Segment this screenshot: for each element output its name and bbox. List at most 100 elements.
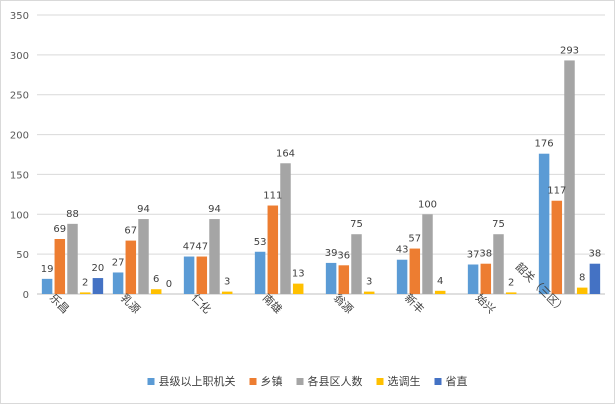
data-label: 53 (254, 237, 267, 248)
data-label: 69 (53, 224, 66, 235)
gridlines (37, 14, 605, 295)
data-label: 94 (208, 204, 221, 215)
legend-label: 省直 (446, 374, 468, 388)
bar (351, 234, 362, 294)
legend: 县级以上职机关 乡镇 各县区人数 选调生 省直 (147, 374, 468, 388)
bar (267, 205, 279, 294)
data-label: 176 (535, 139, 554, 150)
bar (79, 292, 91, 294)
legend-label: 各县区人数 (308, 374, 363, 388)
data-label: 38 (589, 249, 602, 260)
y-tick-label: 300 (10, 51, 29, 62)
legend-label: 县级以上职机关 (159, 374, 236, 388)
bar (434, 290, 446, 294)
bar (576, 287, 588, 294)
bar (150, 289, 162, 294)
bar (422, 214, 433, 294)
y-tick-label: 150 (10, 170, 29, 181)
legend-label: 乡镇 (261, 374, 283, 388)
data-label: 2 (508, 277, 514, 288)
data-label: 38 (479, 249, 492, 260)
bar (138, 219, 149, 294)
data-label: 293 (560, 45, 579, 56)
data-label: 0 (166, 279, 172, 290)
bar (41, 278, 53, 294)
y-tick-label: 200 (10, 131, 29, 142)
data-label: 43 (396, 245, 409, 256)
legend-item: 选调生 (376, 374, 421, 388)
bar (221, 291, 233, 294)
data-label: 75 (350, 219, 363, 230)
bar (254, 251, 266, 294)
bar (292, 283, 304, 294)
bar (196, 256, 208, 294)
data-label: 8 (579, 273, 585, 284)
data-label: 13 (292, 269, 305, 280)
data-label: 47 (195, 242, 208, 253)
data-label: 94 (137, 204, 150, 215)
category-label: 乐昌 (47, 291, 72, 316)
bar (92, 278, 104, 294)
bar (112, 272, 124, 294)
bar (396, 259, 408, 294)
data-label: 57 (408, 234, 421, 245)
data-label: 6 (153, 274, 159, 285)
bar (67, 223, 78, 294)
data-label: 27 (112, 257, 125, 268)
data-label: 3 (224, 277, 230, 288)
data-label: 111 (263, 191, 282, 202)
data-label: 3 (366, 277, 372, 288)
legend-swatch (147, 378, 155, 385)
y-tick-label: 0 (23, 290, 29, 301)
y-tick-label: 350 (10, 11, 29, 22)
legend-item: 省直 (434, 374, 468, 388)
bar (409, 248, 421, 294)
y-axis-ticks: 0 50 100 150 200 250 300 350 (10, 11, 29, 301)
data-label: 47 (183, 242, 196, 253)
bar (505, 292, 517, 294)
legend-item: 乡镇 (249, 374, 283, 388)
data-label: 67 (124, 226, 137, 237)
bar (183, 256, 195, 294)
bars (41, 60, 601, 295)
legend-label: 选调生 (388, 374, 421, 388)
bar (338, 265, 350, 294)
bar (325, 262, 337, 294)
data-label: 4 (437, 276, 443, 287)
bar (209, 219, 220, 294)
bar (280, 163, 291, 294)
data-label: 100 (418, 199, 437, 210)
legend-swatch (434, 378, 442, 385)
data-label: 20 (92, 263, 105, 274)
legend-item: 各县区人数 (296, 374, 363, 388)
bar (551, 200, 563, 294)
legend-swatch (249, 378, 257, 385)
bar (493, 234, 504, 294)
bar (480, 263, 492, 294)
y-tick-label: 100 (10, 210, 29, 221)
data-label: 2 (82, 277, 88, 288)
bar (54, 238, 66, 294)
bar (125, 240, 137, 294)
data-label: 37 (467, 250, 480, 261)
bar (589, 263, 601, 294)
legend-swatch (296, 378, 304, 385)
legend-swatch (376, 378, 384, 385)
bar (467, 264, 479, 294)
data-label: 117 (547, 186, 566, 197)
bar (538, 153, 550, 294)
data-label: 39 (325, 248, 338, 259)
data-label: 75 (492, 219, 505, 230)
data-label: 36 (337, 250, 350, 261)
y-tick-label: 250 (10, 91, 29, 102)
legend-item: 县级以上职机关 (147, 374, 236, 388)
bar (564, 60, 575, 295)
data-label: 19 (41, 264, 54, 275)
bar (363, 291, 375, 294)
y-tick-label: 50 (16, 250, 29, 261)
data-label: 88 (66, 209, 79, 220)
data-label: 164 (276, 148, 295, 159)
